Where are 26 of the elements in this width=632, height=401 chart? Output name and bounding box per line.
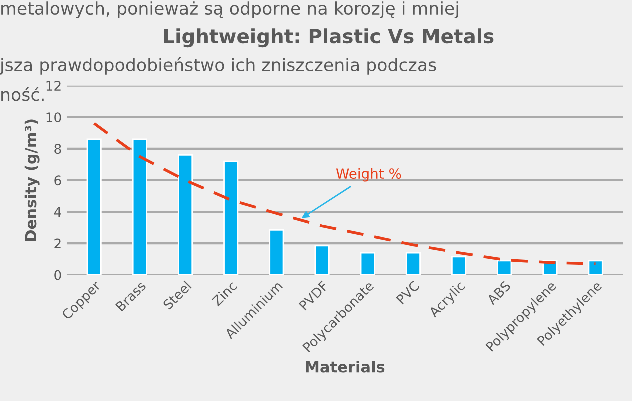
y-tick-label: 8 <box>54 144 62 154</box>
y-tick-label: 0 <box>54 270 62 280</box>
y-tick-label: 4 <box>54 207 62 218</box>
text: ność. <box>2 87 44 102</box>
bar <box>224 160 239 276</box>
y-tick-label: 10 <box>46 112 62 123</box>
y-tick-label: 6 <box>54 176 62 186</box>
bar <box>178 154 194 276</box>
y-tick-label: 2 <box>54 238 61 249</box>
chart-title: Lightweight: Plastic Vs Metals <box>164 28 494 48</box>
bar <box>269 229 284 276</box>
y-tick-label: 12 <box>46 81 61 91</box>
x-axis-title: Materials <box>306 360 385 373</box>
bar <box>86 138 102 276</box>
y-axis-title: Density (g/m³) <box>24 120 40 242</box>
bar <box>452 256 467 276</box>
text: Weight % <box>336 168 402 182</box>
bar <box>132 138 148 276</box>
text: jsza prawdopodobieństwo ich zniszczenia podczas <box>0 57 436 75</box>
bar <box>497 260 512 276</box>
bar <box>406 252 421 276</box>
text: metalowych, ponieważ są odporne na korozję i mniej <box>2 2 458 18</box>
bar <box>314 245 330 276</box>
bar <box>360 252 376 276</box>
line-series <box>92 122 598 266</box>
bar <box>588 260 604 276</box>
